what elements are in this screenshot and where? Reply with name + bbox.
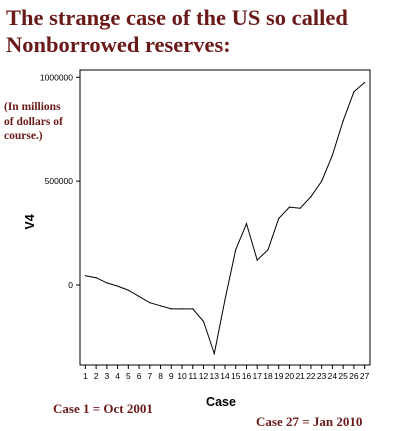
x-tick-label-21: 21 (295, 371, 305, 381)
x-tick-label-5: 5 (126, 371, 131, 381)
x-tick-label-16: 16 (242, 371, 252, 381)
x-tick-label-12: 12 (199, 371, 209, 381)
data-point-17 (256, 259, 258, 261)
units-note-line-2: of dollars of (4, 115, 63, 128)
data-point-1 (84, 275, 86, 277)
data-point-8 (159, 305, 162, 307)
x-tick-label-15: 15 (231, 371, 241, 381)
series-line-0 (85, 82, 365, 356)
y-axis-title: V4 (23, 214, 37, 229)
data-point-4 (116, 285, 119, 287)
data-point-18 (267, 249, 269, 251)
data-point-9 (170, 308, 172, 310)
data-point-15 (235, 249, 237, 251)
y-tick-label-1: 500000 (45, 176, 74, 186)
data-point-13 (213, 352, 215, 355)
x-tick-label-17: 17 (252, 371, 262, 381)
x-tick-label-19: 19 (274, 371, 284, 381)
x-tick-label-23: 23 (317, 371, 327, 381)
chart-title: The strange case of the US so called Non… (6, 4, 401, 58)
data-point-23 (321, 180, 323, 182)
x-tick-label-2: 2 (94, 371, 99, 381)
x-tick-label-26: 26 (349, 371, 359, 381)
x-tick-label-10: 10 (177, 371, 187, 381)
data-point-26 (353, 91, 355, 93)
data-point-7 (149, 302, 151, 304)
x-tick-label-27: 27 (360, 371, 370, 381)
x-axis-title: Case (206, 395, 236, 409)
units-note-line-3: course.) (4, 130, 43, 142)
x-tick-label-25: 25 (338, 371, 348, 381)
data-point-3 (106, 282, 108, 284)
x-tick-label-3: 3 (104, 371, 109, 381)
data-point-6 (138, 295, 140, 298)
title-line-1: The strange case of the US so called (6, 5, 348, 30)
x-tick-label-1: 1 (83, 371, 88, 381)
x-tick-label-9: 9 (169, 371, 174, 381)
data-point-25 (342, 120, 344, 122)
data-point-12 (202, 320, 205, 322)
data-point-19 (278, 217, 280, 220)
x-tick-label-11: 11 (188, 371, 197, 381)
data-point-5 (127, 289, 129, 291)
y-tick-label-0: 1000000 (40, 72, 73, 82)
x-tick-label-18: 18 (263, 371, 273, 381)
y-tick-label-2: 0 (68, 280, 73, 290)
footnote-end: Case 27 = Jan 2010 (256, 414, 363, 429)
x-tick-label-4: 4 (115, 371, 120, 381)
x-tick-label-7: 7 (147, 371, 152, 381)
units-note: (In millions of dollars of course.) (4, 100, 84, 144)
data-point-22 (310, 196, 312, 198)
footnote-start: Case 1 = Oct 2001 (53, 401, 153, 416)
data-point-24 (331, 154, 334, 156)
x-tick-label-8: 8 (158, 371, 163, 381)
data-point-14 (224, 298, 226, 301)
x-tick-label-24: 24 (328, 371, 338, 381)
x-tick-label-6: 6 (137, 371, 142, 381)
plot-frame (79, 69, 371, 366)
data-point-21 (299, 207, 301, 209)
data-point-10 (181, 308, 183, 310)
x-tick-label-22: 22 (306, 371, 316, 381)
x-tick-label-14: 14 (220, 371, 230, 381)
x-tick-label-13: 13 (210, 371, 220, 381)
data-point-11 (192, 308, 194, 310)
data-point-20 (288, 206, 291, 208)
data-point-16 (245, 223, 248, 225)
x-tick-label-20: 20 (285, 371, 295, 381)
data-point-27 (364, 81, 366, 84)
units-note-line-1: (In millions (4, 101, 61, 113)
title-line-2: Nonborrowed reserves: (6, 32, 231, 57)
data-point-2 (95, 277, 97, 279)
